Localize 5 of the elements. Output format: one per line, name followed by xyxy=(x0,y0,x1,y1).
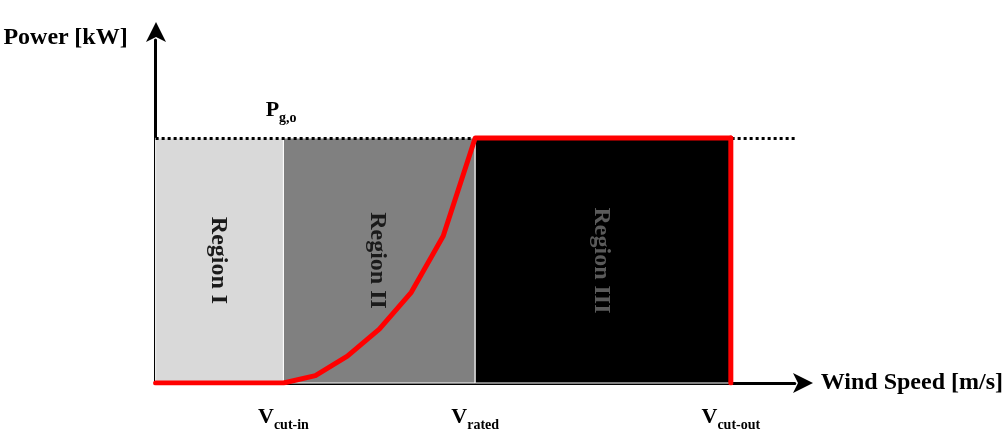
band-label: Region II xyxy=(366,212,393,309)
annotation: Region I xyxy=(206,216,233,305)
band-label: Region III xyxy=(590,207,617,314)
y-axis-title: Power [kW] xyxy=(3,23,128,49)
x-axis-title: Wind Speed [m/s] xyxy=(820,368,1003,394)
